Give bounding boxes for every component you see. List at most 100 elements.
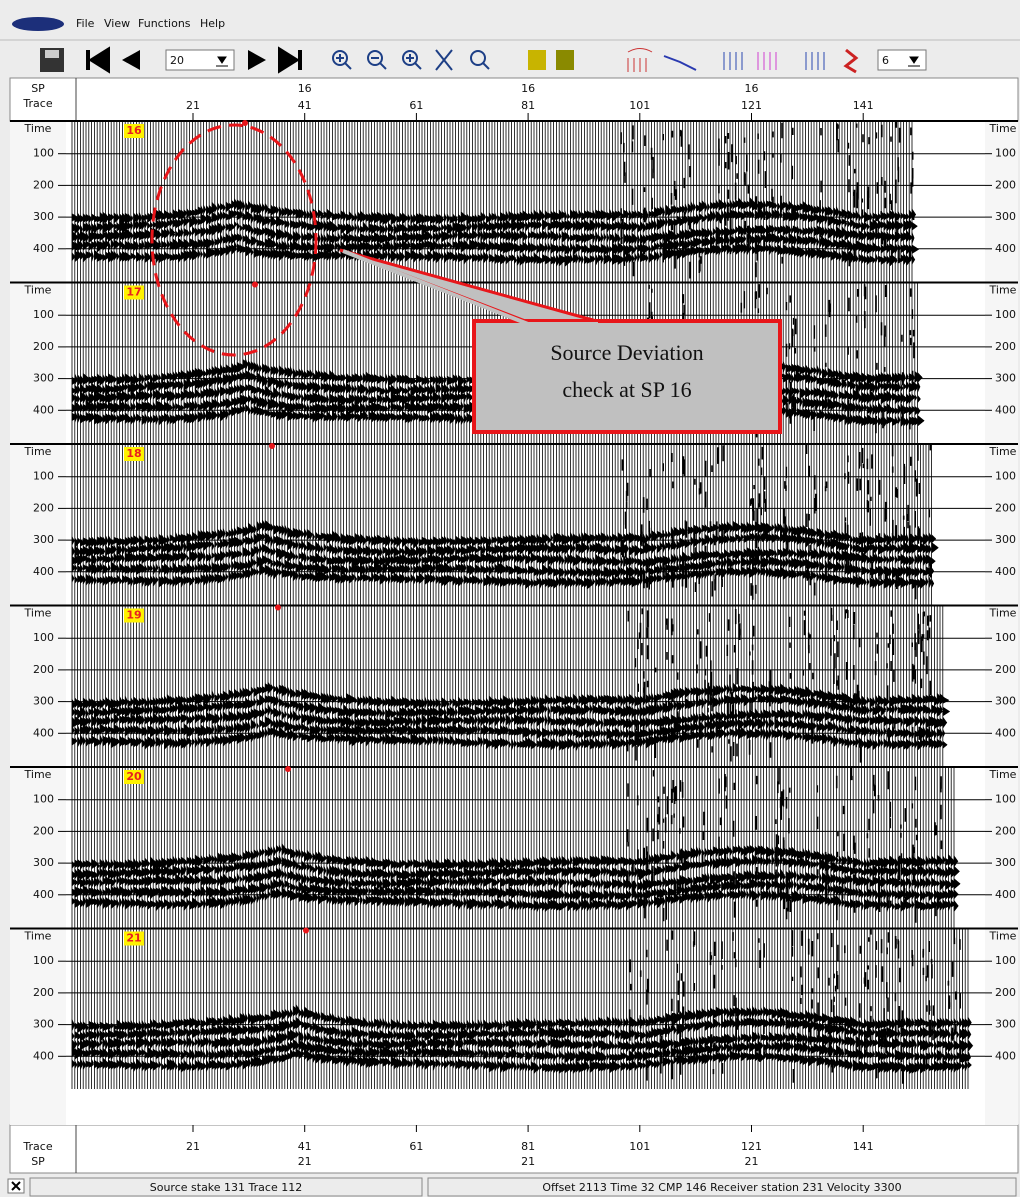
callout-box [472,319,782,434]
trace-tick-label: 61 [409,1140,423,1153]
menu-item[interactable]: Functions [138,17,191,30]
picks-button[interactable] [528,50,546,70]
time-tick-label: 300 [995,695,1016,708]
shot-label-bg [124,931,144,946]
time-tick-label: 200 [995,501,1016,514]
noise-wiggles [626,767,943,923]
time-tick-label: 400 [995,403,1016,416]
time-tick-label: 100 [33,793,54,806]
line-button[interactable] [663,55,697,71]
time-tick-label: 100 [995,631,1016,644]
status-text: Offset 2113 Time 32 CMP 146 Receiver sta… [542,1181,901,1194]
time-tick-label: 100 [995,954,1016,967]
menu-bar: File View Functions Help [12,17,225,31]
time-tick-label: 300 [995,533,1016,546]
shot-label-bg [124,124,144,138]
noise-wiggles [625,607,932,763]
trace-tick-label: 141 [853,1140,874,1153]
time-label: Time [24,768,52,781]
callout-joint [342,249,598,326]
callout-text: Source Deviation [550,340,703,365]
trace-tick-label: 121 [741,99,762,112]
time-tick-label: 200 [33,824,54,837]
time-tick-label: 200 [33,663,54,676]
time-tick-label: 300 [33,372,54,385]
trace-label: Trace [22,1140,52,1153]
dropdown-arrow [216,56,228,67]
status-bar: Source stake 131 Trace 112 Offset 2113 T… [7,1177,1017,1197]
time-tick-label: 300 [33,1018,54,1031]
trace-tick-label: 121 [741,1140,762,1153]
trace-label: Trace [22,97,52,110]
time-tick-label: 200 [995,340,1016,353]
shot-label: 21 [126,932,141,945]
shot-label-bg [124,770,144,784]
time-tick-label: 300 [995,1018,1016,1031]
channel-value: 6 [882,54,889,67]
first-button[interactable] [86,46,110,74]
sp-label: SP [31,82,45,95]
time-tick-label: 100 [995,147,1016,160]
shot-panel: 100 100 200 200 300 300 400 400 Time Time 21 [10,927,1018,1089]
trace-button[interactable] [723,52,743,70]
noise-wiggles [620,122,915,279]
close-icon [11,1181,21,1191]
time-tick-label: 100 [33,308,54,321]
time-tick-label: 200 [995,986,1016,999]
callout-text: check at SP 16 [562,377,691,402]
trace-tick-label: 41 [298,99,312,112]
shot-label: 20 [126,770,142,783]
time-tick-label: 200 [33,986,54,999]
source-marker [252,281,258,288]
next-button[interactable] [248,50,266,70]
menu-item[interactable]: File [76,17,95,30]
time-label: Time [24,284,52,297]
time-tick-label: 200 [33,340,54,353]
gain-button[interactable] [843,48,859,74]
last-button[interactable] [278,46,302,74]
channel-select[interactable] [877,49,927,71]
time-tick-label: 300 [995,856,1016,869]
trace-tick-label: 141 [853,99,874,112]
shot-label: 17 [126,286,141,299]
shot-label: 16 [126,124,142,137]
sp-tick-label: 16 [745,82,759,95]
trace-tick-label: 101 [629,1140,650,1153]
page-select[interactable] [165,49,235,71]
menu-item[interactable]: Help [200,17,225,30]
time-tick-label: 200 [995,824,1016,837]
wiggle-button[interactable] [627,48,653,73]
reflection-wiggles [71,681,951,752]
source-marker [242,120,248,126]
toolbar: 20 6 [0,39,1020,74]
trace-tick-label: 21 [186,1140,200,1153]
time-tick-label: 400 [33,888,54,901]
time-tick-label: 300 [33,533,54,546]
trace-tick-label: 61 [409,99,423,112]
trace-tick-label: 41 [298,1140,312,1153]
shot-label-bg [124,608,144,623]
density-button[interactable] [805,52,825,70]
color-button[interactable] [757,52,777,70]
time-tick-label: 400 [33,242,54,255]
time-label: Time [24,607,52,620]
header-button[interactable] [556,50,574,70]
time-tick-label: 300 [995,210,1016,223]
source-marker [303,927,309,934]
time-tick-label: 100 [995,470,1016,483]
source-marker [275,604,281,611]
prev-button[interactable] [122,50,140,70]
shot-panel: 100 100 200 200 300 300 400 400 Time Time 16 [10,120,1018,282]
time-tick-label: 200 [995,178,1016,191]
time-label: Time [989,122,1017,135]
zoom-tools[interactable] [332,49,490,71]
menu-item[interactable]: View [104,17,130,30]
noise-wiggles [620,444,932,600]
time-tick-label: 100 [33,147,54,160]
shot-label-bg [124,447,144,461]
shot-label: 19 [126,609,141,622]
time-tick-label: 400 [995,888,1016,901]
status-left [29,1177,423,1197]
sp-tick-label: 21 [298,1155,312,1168]
